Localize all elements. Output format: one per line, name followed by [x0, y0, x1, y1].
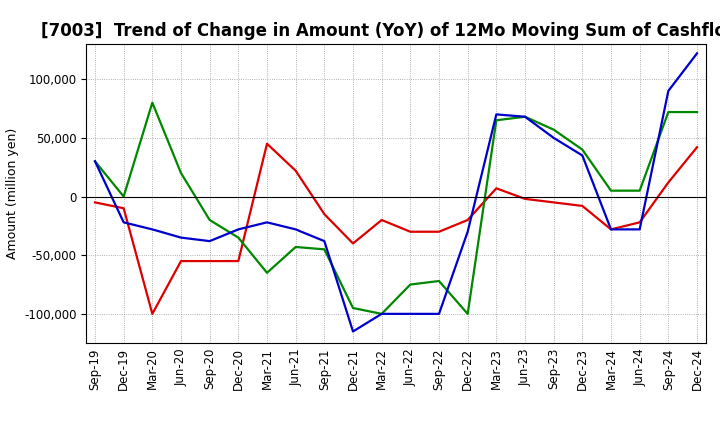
Investing Cashflow [176, 170, 185, 176]
Operating Cashflow [693, 145, 701, 150]
Free Cashflow [406, 311, 415, 316]
Free Cashflow [120, 220, 128, 225]
Investing Cashflow [549, 127, 558, 132]
Free Cashflow [492, 112, 500, 117]
Free Cashflow [205, 238, 214, 244]
Free Cashflow [635, 227, 644, 232]
Operating Cashflow [435, 229, 444, 235]
Free Cashflow [664, 88, 672, 94]
Free Cashflow [549, 135, 558, 140]
Investing Cashflow [120, 194, 128, 199]
Line: Operating Cashflow: Operating Cashflow [95, 144, 697, 314]
Investing Cashflow [492, 117, 500, 123]
Free Cashflow [578, 153, 587, 158]
Investing Cashflow [377, 311, 386, 316]
Investing Cashflow [635, 188, 644, 193]
Investing Cashflow [292, 244, 300, 249]
Operating Cashflow [377, 217, 386, 223]
Operating Cashflow [635, 220, 644, 225]
Investing Cashflow [205, 217, 214, 223]
Free Cashflow [292, 227, 300, 232]
Operating Cashflow [664, 180, 672, 185]
Free Cashflow [91, 159, 99, 164]
Investing Cashflow [91, 159, 99, 164]
Free Cashflow [377, 311, 386, 316]
Free Cashflow [148, 227, 157, 232]
Line: Investing Cashflow: Investing Cashflow [95, 103, 697, 314]
Operating Cashflow [320, 212, 328, 217]
Operating Cashflow [205, 258, 214, 264]
Investing Cashflow [435, 279, 444, 284]
Free Cashflow [521, 114, 529, 119]
Line: Free Cashflow: Free Cashflow [95, 53, 697, 331]
Operating Cashflow [464, 217, 472, 223]
Free Cashflow [176, 235, 185, 240]
Investing Cashflow [234, 235, 243, 240]
Investing Cashflow [406, 282, 415, 287]
Investing Cashflow [320, 247, 328, 252]
Free Cashflow [263, 220, 271, 225]
Investing Cashflow [521, 114, 529, 119]
Operating Cashflow [148, 311, 157, 316]
Operating Cashflow [120, 205, 128, 211]
Operating Cashflow [348, 241, 357, 246]
Investing Cashflow [263, 270, 271, 275]
Y-axis label: Amount (million yen): Amount (million yen) [6, 128, 19, 259]
Investing Cashflow [693, 110, 701, 115]
Operating Cashflow [578, 203, 587, 209]
Investing Cashflow [464, 311, 472, 316]
Free Cashflow [348, 329, 357, 334]
Operating Cashflow [292, 168, 300, 173]
Title: [7003]  Trend of Change in Amount (YoY) of 12Mo Moving Sum of Cashflows: [7003] Trend of Change in Amount (YoY) o… [41, 22, 720, 40]
Free Cashflow [464, 229, 472, 235]
Free Cashflow [320, 238, 328, 244]
Free Cashflow [435, 311, 444, 316]
Operating Cashflow [549, 200, 558, 205]
Investing Cashflow [578, 147, 587, 152]
Free Cashflow [234, 227, 243, 232]
Operating Cashflow [234, 258, 243, 264]
Operating Cashflow [492, 186, 500, 191]
Operating Cashflow [607, 227, 616, 232]
Operating Cashflow [176, 258, 185, 264]
Investing Cashflow [664, 110, 672, 115]
Operating Cashflow [91, 200, 99, 205]
Investing Cashflow [148, 100, 157, 105]
Free Cashflow [607, 227, 616, 232]
Operating Cashflow [406, 229, 415, 235]
Operating Cashflow [521, 196, 529, 202]
Free Cashflow [693, 51, 701, 56]
Investing Cashflow [348, 305, 357, 311]
Investing Cashflow [607, 188, 616, 193]
Operating Cashflow [263, 141, 271, 147]
